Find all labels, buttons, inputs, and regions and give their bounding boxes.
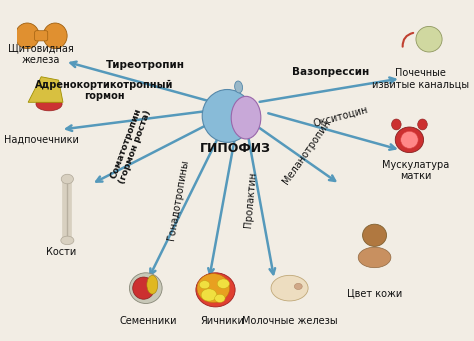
Ellipse shape: [15, 23, 39, 49]
Ellipse shape: [416, 26, 442, 52]
Text: Пролактин: Пролактин: [243, 171, 258, 228]
Text: Гонадотропины: Гонадотропины: [166, 159, 191, 240]
Ellipse shape: [395, 127, 424, 153]
Ellipse shape: [363, 224, 386, 246]
Ellipse shape: [147, 276, 158, 294]
Text: Щитовидная
железа: Щитовидная железа: [9, 44, 74, 65]
Ellipse shape: [202, 89, 252, 143]
Ellipse shape: [196, 273, 235, 307]
Ellipse shape: [215, 294, 225, 302]
Text: Надпочечники: Надпочечники: [4, 135, 79, 145]
Ellipse shape: [294, 283, 302, 290]
Text: ГИПОФИЗ: ГИПОФИЗ: [200, 142, 271, 155]
Ellipse shape: [200, 281, 210, 289]
Text: Молочные железы: Молочные железы: [242, 315, 337, 326]
Ellipse shape: [401, 131, 418, 148]
Text: Цвет кожи: Цвет кожи: [347, 288, 402, 298]
Text: Меланотропин: Меланотропин: [281, 118, 333, 186]
Text: Окситоцин: Окситоцин: [312, 104, 369, 128]
Text: Соматотропин
(гормон роста): Соматотропин (гормон роста): [108, 105, 153, 185]
Text: Тиреотропин: Тиреотропин: [106, 60, 185, 70]
Ellipse shape: [129, 273, 162, 303]
Text: Почечные
извитые канальцы: Почечные извитые канальцы: [372, 68, 469, 89]
Text: Адренокортикотропный
гормон: Адренокортикотропный гормон: [35, 79, 173, 101]
Ellipse shape: [217, 279, 229, 288]
Ellipse shape: [201, 289, 217, 301]
Ellipse shape: [133, 277, 155, 299]
Ellipse shape: [36, 97, 62, 111]
Ellipse shape: [235, 81, 243, 93]
Ellipse shape: [61, 236, 74, 245]
Text: Кости: Кости: [46, 247, 76, 257]
Text: Семенники: Семенники: [119, 315, 177, 326]
Text: Мускулатура
матки: Мускулатура матки: [383, 160, 449, 181]
Ellipse shape: [392, 119, 401, 130]
FancyBboxPatch shape: [35, 31, 48, 41]
Text: Вазопрессин: Вазопрессин: [292, 67, 370, 77]
Ellipse shape: [61, 174, 73, 184]
Ellipse shape: [231, 96, 261, 139]
Ellipse shape: [418, 119, 427, 130]
Ellipse shape: [43, 23, 67, 49]
Ellipse shape: [271, 276, 308, 301]
Ellipse shape: [358, 247, 391, 268]
Ellipse shape: [197, 273, 230, 303]
Text: Яичники: Яичники: [200, 315, 244, 326]
Polygon shape: [28, 77, 63, 102]
